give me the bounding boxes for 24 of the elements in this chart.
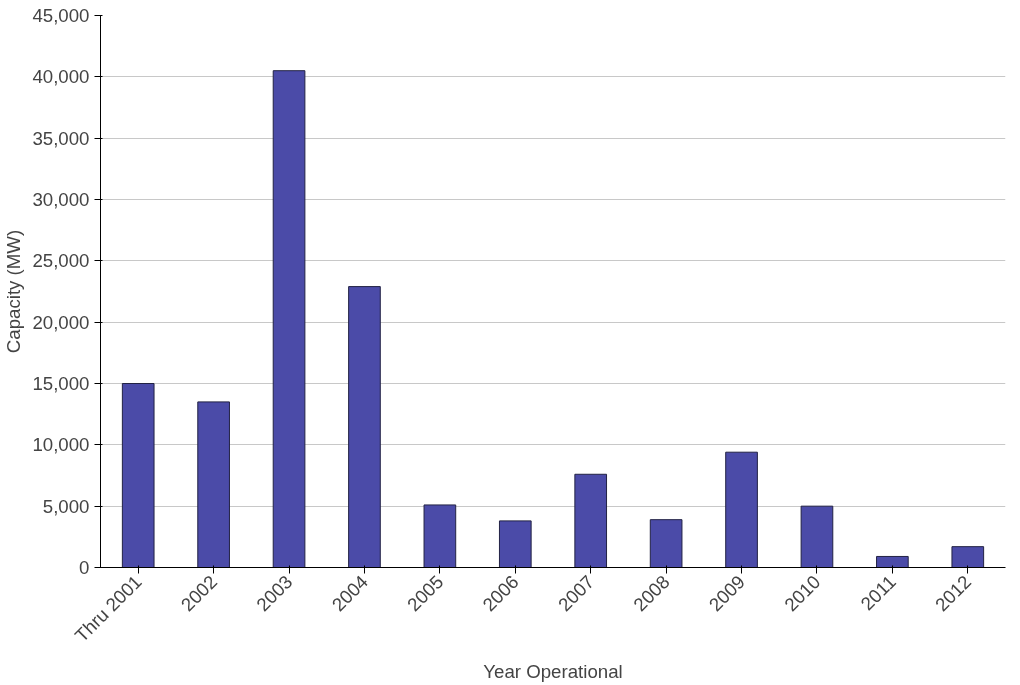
bar [876, 555, 909, 568]
y-tick-label: 25,000 [32, 250, 90, 272]
bar [800, 505, 834, 568]
y-tick-label: 35,000 [32, 127, 90, 149]
bar [272, 70, 306, 568]
bar [498, 520, 532, 568]
bar [649, 519, 683, 568]
bar [951, 546, 985, 568]
bar [574, 473, 608, 568]
bar [121, 383, 155, 568]
y-tick-label: 40,000 [32, 66, 90, 88]
y-tick-label: 20,000 [32, 311, 90, 333]
bar [725, 451, 758, 568]
y-tick-label: 15,000 [32, 373, 90, 394]
y-tick-label: 30,000 [32, 189, 90, 210]
bar [423, 504, 457, 568]
y-axis-title: Capacity (MW) [3, 229, 25, 354]
y-tick-label: 10,000 [32, 434, 90, 456]
y-tick-label: 0 [79, 557, 90, 578]
bar [348, 286, 381, 568]
bar [197, 401, 230, 568]
y-tick-label: 45,000 [32, 5, 90, 26]
y-tick-label: 5,000 [42, 495, 90, 517]
x-axis-title: Year Operational [483, 661, 623, 683]
